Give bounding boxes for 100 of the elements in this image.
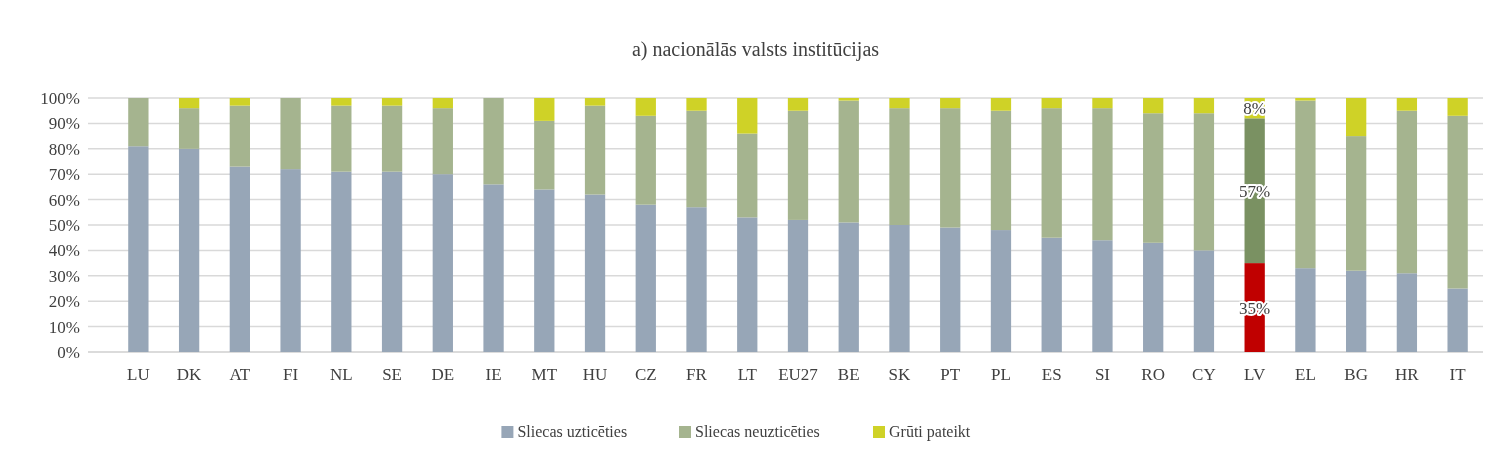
x-tick-label: EU27	[778, 365, 819, 384]
x-tick-label: RO	[1141, 365, 1165, 384]
y-tick-label: 70%	[48, 165, 80, 185]
bar	[1092, 108, 1113, 241]
bar	[990, 98, 1012, 111]
bar	[686, 98, 707, 111]
y-tick-label: 30%	[48, 266, 80, 286]
bar	[889, 98, 910, 109]
bar	[889, 108, 910, 225]
bar	[1346, 136, 1367, 271]
bar	[1396, 98, 1418, 111]
bar	[1193, 250, 1215, 352]
bar	[1295, 100, 1316, 269]
bar	[940, 108, 961, 228]
x-tick-label: IT	[1449, 365, 1467, 384]
bar	[686, 207, 707, 352]
bar	[483, 98, 504, 185]
bar	[432, 174, 453, 352]
bar	[1447, 288, 1468, 352]
x-tick-label: LV	[1244, 365, 1266, 384]
bar	[838, 100, 859, 223]
bar	[381, 171, 403, 352]
x-tick-label: MT	[531, 365, 558, 384]
y-tick-label: 80%	[48, 139, 80, 159]
bar	[432, 98, 453, 109]
bar	[1295, 268, 1316, 352]
bar	[229, 98, 250, 106]
bar	[584, 194, 606, 352]
bar	[584, 105, 606, 195]
chart-title: a) nacionālās valsts institūcijas	[631, 38, 880, 61]
bar	[381, 105, 403, 172]
bar	[280, 169, 301, 352]
x-tick-label: SI	[1094, 365, 1111, 384]
bar	[280, 98, 301, 170]
bar	[331, 105, 352, 172]
x-tick-label: SE	[382, 365, 402, 384]
bar	[1041, 237, 1062, 352]
x-tick-label: SK	[888, 365, 912, 384]
bar	[635, 98, 656, 116]
x-tick-label: HR	[1395, 365, 1420, 384]
bar	[787, 219, 809, 352]
bar	[229, 166, 250, 352]
bar	[432, 108, 453, 175]
x-tick-label: ES	[1041, 365, 1062, 384]
bar	[128, 146, 149, 352]
bar	[1143, 113, 1164, 243]
x-tick-label: HU	[582, 365, 608, 384]
bar	[1092, 240, 1113, 352]
bar	[1346, 270, 1367, 352]
x-tick-label: BE	[837, 365, 860, 384]
bar	[889, 225, 910, 352]
bar	[1447, 115, 1468, 289]
bar	[178, 98, 200, 109]
y-tick-label: 100%	[40, 89, 80, 108]
y-tick-label: 10%	[48, 317, 80, 337]
bar	[940, 98, 961, 109]
bar	[1447, 98, 1468, 116]
bar	[331, 171, 352, 352]
bar	[381, 98, 403, 106]
bar	[584, 98, 606, 106]
y-tick-label: 50%	[48, 216, 80, 235]
bar	[990, 230, 1012, 352]
bar	[534, 120, 555, 190]
bar	[1295, 98, 1316, 101]
bar	[1346, 98, 1367, 137]
bar	[534, 189, 555, 352]
bar	[635, 115, 656, 205]
bar	[787, 110, 809, 220]
bar	[990, 110, 1012, 231]
x-tick-label: NL	[330, 365, 353, 384]
y-tick-label: 60%	[48, 190, 80, 210]
x-tick-label: DK	[176, 365, 203, 384]
bar	[838, 222, 859, 352]
bar	[1143, 242, 1164, 352]
x-tick-label: PT	[940, 365, 961, 384]
bar	[1041, 98, 1062, 109]
legend-label: Sliecas uzticēties	[517, 423, 628, 440]
y-tick-label: 20%	[48, 292, 80, 312]
y-tick-label: 40%	[48, 241, 80, 261]
y-tick-label: 0%	[57, 343, 80, 362]
x-tick-label: BG	[1344, 365, 1368, 384]
x-tick-label: CY	[1192, 365, 1216, 384]
x-tick-label: LT	[737, 365, 758, 384]
legend-label: Grūti pateikt	[889, 423, 971, 441]
y-tick-label: 90%	[48, 114, 80, 134]
bar	[178, 108, 200, 149]
bar	[1396, 110, 1418, 274]
x-tick-label: CZ	[634, 365, 657, 384]
bar	[229, 105, 250, 167]
x-tick-label: AT	[229, 365, 251, 384]
bar	[1193, 113, 1215, 251]
bar	[787, 98, 809, 111]
x-tick-label: FR	[686, 365, 708, 384]
bar	[331, 98, 352, 106]
x-tick-label: DE	[431, 365, 455, 384]
x-tick-label: IE	[485, 365, 502, 384]
x-tick-label: LU	[127, 365, 150, 384]
bar	[1193, 98, 1215, 114]
bar	[178, 148, 200, 352]
x-tick-label: EL	[1295, 365, 1316, 384]
